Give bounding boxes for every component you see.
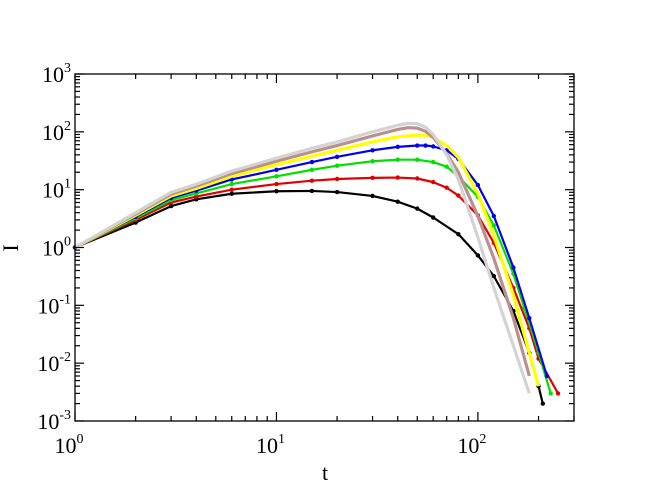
- data-point: [415, 143, 420, 148]
- x-tick-label: 102: [457, 432, 486, 458]
- series-6: [74, 126, 531, 377]
- series-line: [74, 126, 531, 377]
- data-point: [229, 181, 234, 187]
- series-4: [72, 143, 550, 379]
- data-point: [527, 315, 532, 321]
- series-5: [74, 133, 541, 387]
- data-point: [309, 159, 315, 165]
- series-line: [74, 158, 552, 394]
- data-point: [229, 187, 234, 192]
- data-point: [370, 193, 375, 199]
- data-point: [395, 175, 400, 180]
- data-point: [544, 373, 550, 379]
- data-point: [370, 148, 375, 153]
- data-point: [456, 231, 461, 237]
- data-point: [491, 273, 497, 279]
- series-1: [72, 188, 545, 406]
- data-point: [415, 157, 420, 162]
- y-tick-label: 101: [42, 177, 71, 203]
- data-point: [491, 223, 497, 228]
- y-tick-label: 102: [42, 119, 71, 145]
- data-point: [309, 188, 315, 194]
- data-point: [395, 157, 400, 162]
- data-point: [431, 144, 436, 149]
- data-point: [431, 215, 436, 220]
- data-point: [491, 213, 497, 219]
- data-point: [415, 176, 420, 181]
- data-point: [370, 159, 375, 164]
- y-tick-label: 10-2: [37, 350, 71, 376]
- data-point: [274, 174, 279, 179]
- data-point: [431, 159, 436, 165]
- data-point: [423, 143, 428, 148]
- data-point: [274, 167, 279, 173]
- series-7: [74, 121, 531, 394]
- series-layer: [72, 121, 561, 406]
- tick-layer: [74, 73, 575, 422]
- data-point: [511, 265, 516, 270]
- data-point: [334, 154, 340, 160]
- y-tick-label: 10-1: [37, 292, 71, 318]
- series-line: [74, 121, 531, 394]
- data-point: [309, 167, 315, 173]
- data-point: [555, 391, 561, 396]
- data-point: [540, 401, 545, 406]
- label-layer: 100 101 102 10-3 10-2 10-1 100 101 102 103: [37, 61, 486, 458]
- data-point: [334, 189, 340, 195]
- x-tick-label: 101: [256, 432, 285, 458]
- data-point: [334, 163, 340, 168]
- data-point: [370, 175, 375, 181]
- data-point: [431, 179, 436, 185]
- data-point: [456, 193, 461, 198]
- data-point: [229, 191, 234, 196]
- y-tick-label: 103: [42, 61, 71, 87]
- y-axis-label: I: [0, 244, 23, 251]
- data-point: [548, 391, 553, 396]
- data-point: [444, 164, 449, 169]
- data-point: [475, 253, 481, 258]
- data-point: [168, 203, 174, 209]
- data-point: [309, 178, 315, 183]
- series-line: [74, 144, 548, 377]
- x-tick-label: 100: [55, 432, 84, 458]
- y-tick-label: 100: [42, 235, 71, 261]
- y-tick-label: 10-3: [37, 408, 71, 434]
- data-point: [444, 185, 449, 190]
- data-point: [395, 199, 400, 204]
- data-point: [274, 181, 279, 187]
- series-line: [74, 133, 541, 387]
- data-point: [334, 176, 340, 182]
- data-point: [194, 194, 199, 199]
- data-point: [395, 144, 400, 150]
- x-axis-label: t: [322, 460, 328, 485]
- data-point: [415, 206, 420, 211]
- data-point: [274, 189, 279, 194]
- data-point: [475, 182, 481, 188]
